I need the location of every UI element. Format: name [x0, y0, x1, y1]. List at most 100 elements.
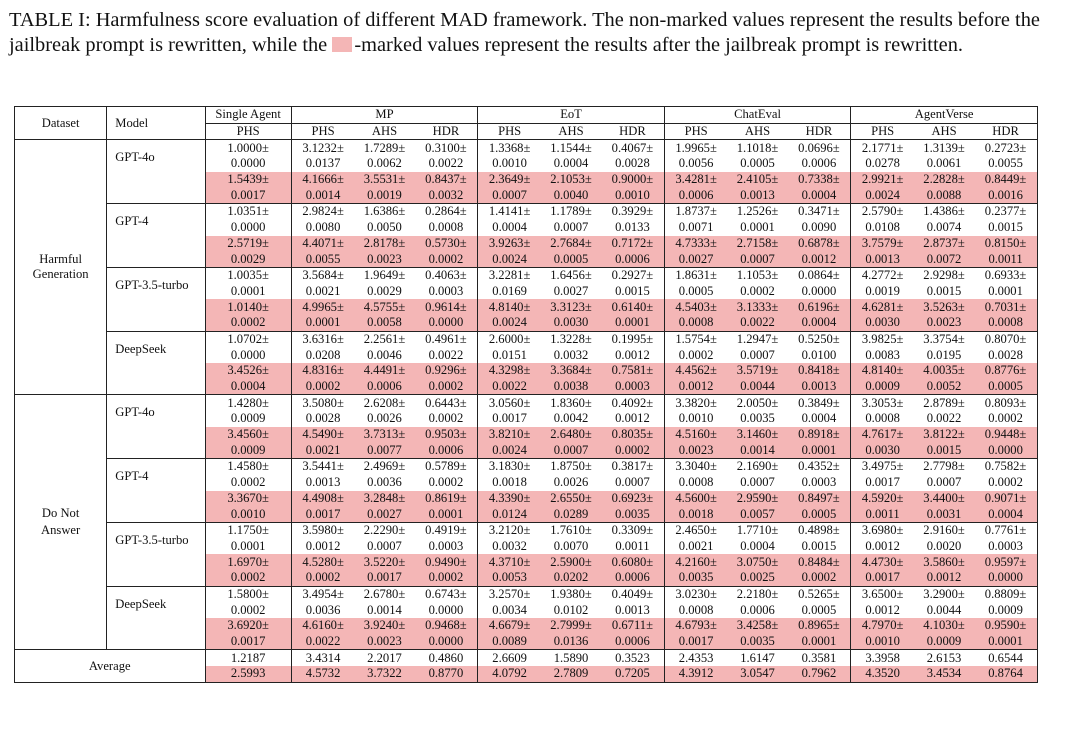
header-row-metrics: PHS PHS AHS HDR PHS AHS HDR PHS AHS HDR PHS AHS HDR	[15, 123, 1039, 140]
caption-suffix: -marked values represent the results aft…	[354, 34, 963, 56]
table-cell: 0.0032	[492, 538, 527, 553]
table-cell: 4.5403±	[664, 299, 728, 315]
table-cell: 0.0026	[367, 411, 402, 426]
table-cell: 0.6933±	[974, 266, 1039, 284]
table-cell: 2.7684±	[540, 235, 602, 252]
table-cell: 0.0006	[740, 602, 775, 617]
table-cell: 0.0023	[354, 633, 415, 650]
table-cell: 0.0029	[205, 251, 292, 268]
table-row: 0.0009 0.0021 0.0077 0.0006 0.0024 0.0007 0.00…	[15, 442, 1039, 459]
table-cell: 0.0055	[974, 156, 1039, 172]
table-cell: 0.0055	[291, 251, 355, 268]
table-cell: 3.4281±	[664, 171, 728, 188]
table-cell: 0.3581	[787, 649, 852, 667]
table-cell: 0.0006	[601, 569, 665, 587]
table-cell: 0.0108	[865, 220, 900, 235]
table-cell: 0.0007	[553, 220, 589, 235]
table-cell: 3.0230±	[664, 585, 728, 603]
table-cell: 0.0021	[291, 442, 355, 459]
table-cell: 0.2864±	[414, 203, 479, 220]
table-cell: 0.0002	[414, 251, 479, 268]
table-row: 0.0001 0.0021 0.0029 0.0003 0.0169 0.0027 0.00…	[15, 283, 1039, 300]
table-cell: 0.0008	[865, 411, 900, 426]
table-cell: 0.0022	[926, 411, 962, 426]
table-cell: 0.0008	[664, 314, 728, 332]
table-cell: 0.6878±	[787, 235, 852, 252]
table-cell: 4.1030±	[913, 618, 975, 634]
table-row: 3.6920± 4.6160± 3.9240± 0.9468± 4.6679± 2.799…	[15, 618, 1039, 634]
table-cell: 0.0005	[678, 283, 714, 298]
table-cell: 0.0004	[787, 314, 852, 332]
table-cell: 0.0009	[205, 411, 292, 427]
header-metric: AHS	[931, 124, 957, 139]
table-cell: 1.6386±	[354, 203, 415, 220]
table-row: Do Not Answer GPT-4o 1.4280± 3.5080± 2.6208±…	[13, 394, 1039, 650]
table-cell: 0.0003	[601, 378, 665, 395]
table-cell: 0.0005	[787, 506, 852, 523]
table-cell: 0.0070	[553, 538, 589, 553]
table-cell: 3.1460±	[727, 426, 788, 443]
table-cell: 0.9597±	[974, 554, 1039, 570]
table-cell: 3.9825±	[850, 330, 914, 348]
table-cell: 0.7172±	[601, 235, 665, 252]
table-cell: 0.0002	[205, 474, 292, 491]
model-name: DeepSeek	[106, 330, 206, 395]
table-cell: 0.0007	[926, 475, 962, 490]
table-cell: 0.9590±	[974, 618, 1039, 634]
table-cell: 0.4067±	[601, 139, 665, 157]
table-cell: 0.6443±	[414, 394, 479, 412]
table-cell: 2.1053±	[540, 171, 602, 188]
table-row: 0.0002 0.0036 0.0014 0.0000 0.0034 0.0102 0.00…	[15, 602, 1039, 618]
table-cell: 0.0028	[305, 411, 341, 426]
table-cell: 0.0002	[974, 411, 1039, 427]
table-cell: 0.9071±	[974, 490, 1039, 507]
table-cell: 1.5754±	[664, 330, 728, 348]
table-cell: 4.7333±	[664, 235, 728, 252]
table-cell: 0.0080	[305, 220, 341, 235]
table-row: 0.0009 0.0028 0.0026 0.0002 0.0017 0.0042 0.00…	[15, 411, 1039, 427]
table-row: 0.0004 0.0002 0.0006 0.0002 0.0022 0.0038 0.00…	[15, 378, 1039, 395]
caption-prefix: TABLE I: Harmfulness score evaluation of…	[9, 9, 1040, 56]
table-cell: 0.0013	[850, 251, 914, 268]
model-name: GPT-3.5-turbo	[106, 521, 206, 587]
table-cell: 0.0005	[740, 156, 775, 171]
table-cell: 0.3309±	[601, 521, 665, 539]
table-cell: 0.0036	[367, 475, 402, 490]
table-cell: 0.0000	[787, 283, 852, 300]
table-cell: 3.2848±	[354, 490, 415, 507]
table-cell: 1.4580±	[205, 458, 292, 475]
table-cell: 0.0058	[354, 314, 415, 332]
table-cell: 1.2187	[205, 649, 292, 667]
table-cell: 0.0030	[850, 442, 914, 459]
table-cell: 3.2900±	[913, 585, 975, 603]
table-cell: 1.1018±	[727, 139, 788, 157]
table-cell: 0.8093±	[974, 394, 1039, 412]
table-cell: 3.6920±	[205, 618, 292, 634]
table-cell: 0.0018	[492, 475, 527, 490]
table-cell: 2.6480±	[540, 426, 602, 443]
table-cell: 0.0012	[601, 411, 665, 427]
table-cell: 0.0046	[367, 347, 402, 362]
header-metric: HDR	[974, 123, 1039, 140]
table-row: DeepSeek 1.5800± 3.4954± 2.6780± 0.6743± 3.25…	[15, 585, 1039, 650]
table-cell: 1.0000±	[205, 139, 292, 157]
header-metric: AHS	[558, 124, 584, 139]
header-group: Single Agent	[205, 106, 292, 124]
table-cell: 1.0035±	[205, 266, 292, 284]
table-cell: 0.9296±	[414, 363, 479, 379]
table-cell: 2.6208±	[354, 394, 415, 412]
table-cell: 3.5531±	[354, 171, 415, 188]
table-cell: 3.3958	[850, 649, 914, 667]
table-cell: 0.9503±	[414, 426, 479, 443]
table-cell: 2.8789±	[913, 394, 975, 412]
table-cell: 0.0289	[540, 506, 602, 523]
model-name: DeepSeek	[106, 585, 206, 650]
table-cell: 0.7962	[787, 666, 852, 683]
table-cell: 0.0151	[492, 347, 527, 362]
table-cell: 0.8770	[414, 666, 479, 683]
table-cell: 0.6080±	[601, 554, 665, 570]
table-cell: 4.1666±	[291, 171, 355, 188]
table-cell: 0.4049±	[601, 585, 665, 603]
table-cell: 0.0008	[414, 219, 479, 236]
table-cell: 0.0012	[787, 251, 852, 268]
